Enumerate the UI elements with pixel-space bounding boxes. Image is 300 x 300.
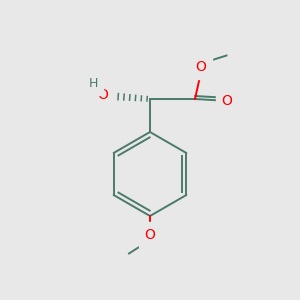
Text: O: O — [196, 60, 206, 74]
Text: H: H — [88, 77, 98, 90]
Text: O: O — [222, 94, 232, 107]
Text: O: O — [145, 228, 155, 242]
Text: O: O — [98, 88, 108, 101]
